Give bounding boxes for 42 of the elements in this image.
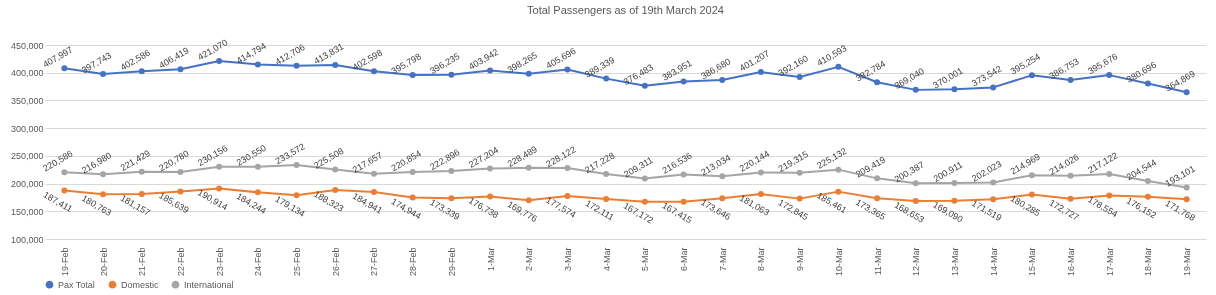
x-tick-label: 13-Mar bbox=[949, 247, 960, 277]
x-tick-label: 18-Mar bbox=[1143, 247, 1154, 277]
x-tick-label: 19-Mar bbox=[1182, 247, 1193, 277]
x-tick-label: 4-Mar bbox=[601, 247, 612, 272]
x-tick-label: 24-Feb bbox=[253, 247, 264, 277]
x-tick-label: 10-Mar bbox=[833, 247, 844, 277]
x-tick-label: 2-Mar bbox=[524, 247, 535, 272]
y-tick-label: 350,000 bbox=[10, 95, 44, 106]
x-tick-label: 14-Mar bbox=[988, 247, 999, 277]
x-tick-label: 23-Feb bbox=[214, 247, 225, 277]
x-tick-label: 7-Mar bbox=[717, 247, 728, 272]
x-tick-label: 6-Mar bbox=[679, 247, 690, 272]
y-tick-label: 400,000 bbox=[10, 68, 44, 79]
legend-label: International bbox=[184, 279, 234, 290]
x-tick-label: 5-Mar bbox=[640, 247, 651, 272]
x-tick-label: 12-Mar bbox=[911, 247, 922, 277]
x-tick-label: 1-Mar bbox=[485, 247, 496, 272]
x-tick-label: 28-Feb bbox=[408, 247, 419, 277]
legend-label: Pax Total bbox=[58, 279, 95, 290]
x-tick-label: 16-Mar bbox=[1066, 247, 1077, 277]
y-tick-label: 150,000 bbox=[10, 206, 44, 217]
y-tick-label: 200,000 bbox=[10, 179, 44, 190]
x-tick-label: 15-Mar bbox=[1027, 247, 1038, 277]
x-tick-label: 27-Feb bbox=[369, 247, 380, 277]
x-tick-label: 25-Feb bbox=[292, 247, 303, 277]
x-tick-label: 26-Feb bbox=[330, 247, 341, 277]
x-tick-label: 20-Feb bbox=[98, 247, 109, 277]
legend-label: Domestic bbox=[121, 279, 160, 290]
x-tick-label: 21-Feb bbox=[137, 247, 148, 277]
x-tick-label: 3-Mar bbox=[562, 247, 573, 272]
x-tick-label: 11-Mar bbox=[872, 247, 883, 276]
y-tick-label: 450,000 bbox=[10, 40, 44, 51]
x-tick-label: 29-Feb bbox=[446, 247, 457, 277]
chart-title: Total Passengers as of 19th March 2024 bbox=[527, 4, 724, 17]
x-tick-label: 19-Feb bbox=[59, 247, 70, 277]
x-tick-label: 9-Mar bbox=[795, 247, 806, 272]
x-tick-label: 22-Feb bbox=[175, 247, 186, 277]
y-tick-label: 300,000 bbox=[10, 123, 44, 134]
x-tick-label: 17-Mar bbox=[1104, 247, 1115, 277]
x-tick-label: 8-Mar bbox=[756, 247, 767, 272]
y-tick-label: 250,000 bbox=[10, 151, 44, 162]
y-tick-label: 100,000 bbox=[10, 234, 44, 245]
